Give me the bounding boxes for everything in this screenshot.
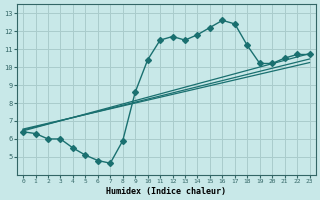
X-axis label: Humidex (Indice chaleur): Humidex (Indice chaleur) bbox=[106, 187, 226, 196]
